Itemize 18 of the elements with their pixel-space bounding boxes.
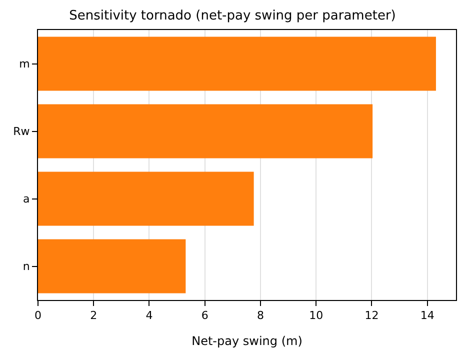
y-tick-label: n: [22, 260, 30, 274]
y-tick-label: m: [19, 58, 30, 71]
x-axis-title: Net-pay swing (m): [192, 334, 302, 348]
x-tick-label: 0: [34, 309, 42, 322]
x-tick-label: 12: [364, 309, 379, 322]
x-tick-label: 6: [201, 309, 208, 322]
x-tick-label: 8: [256, 309, 264, 322]
bar: [38, 239, 186, 294]
bar: [38, 172, 254, 226]
bar: [38, 104, 373, 158]
chart-title: Sensitivity tornado (net-pay swing per parameter): [69, 8, 396, 24]
x-tick-label: 14: [420, 309, 434, 322]
y-tick-label: a: [23, 192, 30, 206]
y-tick-label: Rw: [13, 125, 30, 138]
x-tick-label: 4: [146, 309, 153, 322]
bar: [38, 36, 436, 91]
x-tick-label: 10: [309, 309, 324, 322]
x-tick-label: 2: [90, 309, 98, 322]
